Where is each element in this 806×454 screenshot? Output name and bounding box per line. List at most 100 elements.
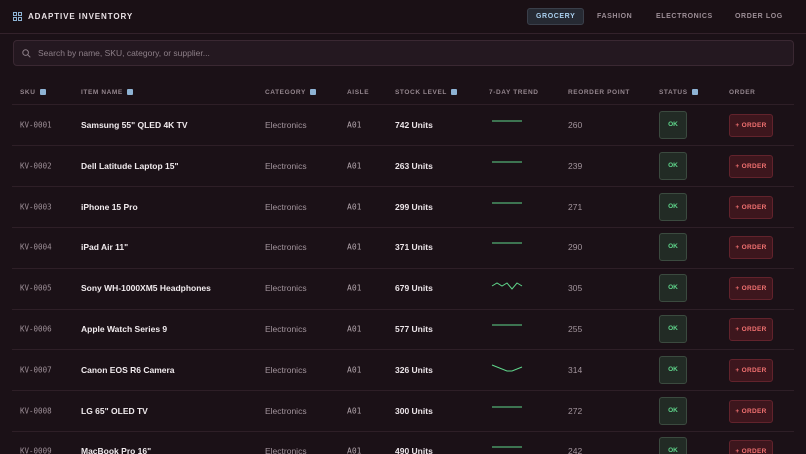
nav-tab[interactable]: ORDER LOG [735, 13, 783, 20]
status-badge: OK [659, 396, 687, 425]
reorder-point: 305 [568, 283, 583, 294]
sku: KV-0002 [20, 161, 52, 171]
sku: KV-0009 [20, 446, 52, 454]
status-badge: OK [659, 151, 687, 180]
trend-sparkline [492, 446, 522, 448]
nav-tab[interactable]: GROCERY [527, 8, 585, 25]
app-title: ADAPTIVE INVENTORY [28, 12, 134, 21]
trend-sparkline [492, 242, 522, 244]
category: Electronics [265, 120, 307, 130]
column-header[interactable]: STOCK LEVEL [395, 89, 457, 96]
order-button[interactable]: + ORDER [729, 440, 773, 454]
search-box[interactable]: Search by name, SKU, category, or suppli… [13, 40, 794, 66]
trend-line [491, 364, 523, 372]
column-header: AISLE [347, 89, 369, 96]
order-button[interactable]: + ORDER [729, 195, 773, 219]
row-divider [12, 431, 794, 432]
status-badge: OK [659, 315, 687, 343]
nav-tab[interactable]: ELECTRONICS [656, 13, 713, 20]
status-badge: OK [659, 233, 687, 262]
item-name: MacBook Pro 16" [81, 446, 152, 454]
aisle: A01 [347, 406, 362, 416]
aisle: A01 [347, 365, 362, 375]
sku: KV-0004 [20, 242, 52, 252]
row-divider [12, 349, 794, 351]
nav-tab[interactable]: FASHION [597, 13, 633, 20]
column-header[interactable]: CATEGORY [265, 89, 316, 96]
item-name: iPad Air 11" [81, 242, 129, 253]
stock-level: 679 Units [395, 283, 433, 294]
header-divider [12, 104, 794, 105]
item-name: Sony WH-1000XM5 Headphones [81, 283, 211, 294]
row-divider [12, 145, 794, 147]
category: Electronics [265, 324, 307, 334]
trend-sparkline [492, 202, 522, 204]
order-button[interactable]: + ORDER [729, 277, 773, 301]
sort-icon[interactable] [309, 89, 316, 95]
sort-icon[interactable] [691, 89, 698, 95]
column-label: STOCK LEVEL [395, 89, 447, 96]
trend-sparkline [492, 120, 522, 122]
column-label: CATEGORY [265, 89, 306, 96]
sku: KV-0008 [20, 406, 52, 416]
category: Electronics [265, 160, 307, 171]
sort-icon[interactable] [451, 89, 457, 95]
sku: KV-0007 [20, 365, 52, 375]
trend-sparkline [491, 282, 523, 290]
aisle: A01 [347, 120, 362, 130]
column-label: REORDER POINT [568, 89, 630, 96]
column-label: ORDER [729, 89, 756, 96]
row-divider [12, 267, 794, 269]
search-icon [22, 49, 31, 58]
column-label: ITEM NAME [81, 89, 123, 96]
reorder-point: 271 [568, 201, 583, 212]
logo-icon [13, 12, 22, 21]
order-button[interactable]: + ORDER [729, 114, 773, 137]
trend-sparkline [492, 161, 522, 163]
stock-level: 371 Units [395, 242, 433, 253]
status-badge: OK [659, 437, 687, 454]
category: Electronics [265, 242, 307, 253]
row-divider [12, 186, 794, 188]
reorder-point: 290 [568, 242, 583, 253]
sku: KV-0006 [20, 324, 52, 334]
column-header[interactable]: SKU [20, 89, 46, 96]
status-badge: OK [659, 111, 687, 139]
aisle: A01 [347, 242, 362, 252]
search-placeholder: Search by name, SKU, category, or suppli… [38, 48, 210, 58]
reorder-point: 242 [568, 446, 583, 454]
column-header[interactable]: STATUS [659, 89, 698, 96]
reorder-point: 272 [568, 405, 583, 416]
category: Electronics [265, 405, 307, 416]
sort-icon[interactable] [126, 89, 133, 95]
column-header[interactable]: ITEM NAME [81, 89, 133, 96]
item-name: Canon EOS R6 Camera [81, 364, 175, 375]
aisle: A01 [347, 283, 362, 293]
order-button[interactable]: + ORDER [729, 154, 773, 178]
reorder-point: 314 [568, 364, 583, 375]
column-label: 7-DAY TREND [489, 89, 539, 96]
order-button[interactable]: + ORDER [729, 236, 773, 260]
sku: KV-0003 [20, 202, 52, 212]
category: Electronics [265, 283, 307, 294]
item-name: iPhone 15 Pro [81, 201, 138, 212]
trend-sparkline [492, 324, 522, 326]
sort-icon[interactable] [39, 89, 46, 95]
item-name: LG 65" OLED TV [81, 405, 148, 416]
status-badge: OK [659, 274, 687, 303]
stock-level: 742 Units [395, 120, 433, 130]
category: Electronics [265, 201, 307, 212]
order-button[interactable]: + ORDER [729, 358, 773, 382]
sku: KV-0001 [20, 120, 52, 130]
status-badge: OK [659, 192, 687, 221]
order-button[interactable]: + ORDER [729, 318, 773, 341]
column-header: ORDER [729, 89, 755, 96]
stock-level: 326 Units [395, 364, 433, 375]
sku: KV-0005 [20, 283, 52, 293]
header-bar: ADAPTIVE INVENTORY GROCERY FASHION ELECTRO… [0, 0, 806, 34]
reorder-point: 239 [568, 160, 583, 171]
column-header: 7-DAY TREND [489, 89, 539, 96]
order-button[interactable]: + ORDER [729, 399, 773, 423]
row-divider [12, 308, 794, 310]
